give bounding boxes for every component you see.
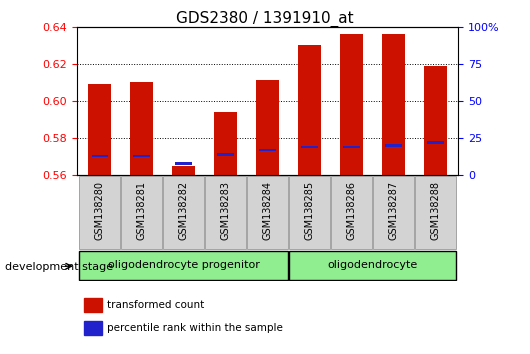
FancyBboxPatch shape	[163, 176, 205, 249]
Bar	[298, 45, 321, 175]
Bar	[92, 155, 108, 157]
Bar	[214, 112, 237, 175]
Text: oligodendrocyte: oligodendrocyte	[328, 261, 418, 270]
FancyBboxPatch shape	[121, 176, 162, 249]
Text: GSM138287: GSM138287	[388, 181, 399, 240]
Text: GSM138283: GSM138283	[220, 181, 231, 240]
Text: development stage: development stage	[5, 262, 113, 272]
Text: oligodendrocyte progenitor: oligodendrocyte progenitor	[108, 261, 260, 270]
Text: GSM138281: GSM138281	[137, 181, 147, 240]
Bar	[382, 34, 405, 175]
Bar	[84, 298, 102, 312]
Bar	[256, 80, 279, 175]
Text: percentile rank within the sample: percentile rank within the sample	[108, 323, 283, 333]
Bar	[217, 153, 234, 156]
Bar	[427, 141, 444, 144]
Bar	[259, 149, 276, 151]
Text: GSM138286: GSM138286	[347, 181, 357, 240]
FancyBboxPatch shape	[247, 176, 288, 249]
Bar	[130, 82, 153, 175]
Text: transformed count: transformed count	[108, 300, 205, 310]
FancyBboxPatch shape	[289, 251, 456, 280]
FancyBboxPatch shape	[80, 176, 120, 249]
Bar	[424, 65, 447, 175]
Text: GSM138285: GSM138285	[305, 181, 315, 240]
Bar	[175, 162, 192, 165]
Bar	[89, 84, 111, 175]
FancyBboxPatch shape	[373, 176, 414, 249]
Bar	[385, 144, 402, 147]
FancyBboxPatch shape	[331, 176, 372, 249]
Bar	[172, 166, 196, 175]
FancyBboxPatch shape	[80, 251, 288, 280]
Text: GDS2380 / 1391910_at: GDS2380 / 1391910_at	[176, 11, 354, 27]
Bar	[84, 321, 102, 335]
Text: GSM138282: GSM138282	[179, 181, 189, 240]
FancyBboxPatch shape	[289, 176, 330, 249]
Bar	[340, 34, 363, 175]
Bar	[134, 155, 150, 157]
Text: GSM138280: GSM138280	[95, 181, 105, 240]
FancyBboxPatch shape	[415, 176, 456, 249]
Text: GSM138284: GSM138284	[263, 181, 272, 240]
Text: GSM138288: GSM138288	[430, 181, 440, 240]
FancyBboxPatch shape	[205, 176, 246, 249]
Bar	[343, 145, 360, 148]
Bar	[301, 145, 318, 148]
